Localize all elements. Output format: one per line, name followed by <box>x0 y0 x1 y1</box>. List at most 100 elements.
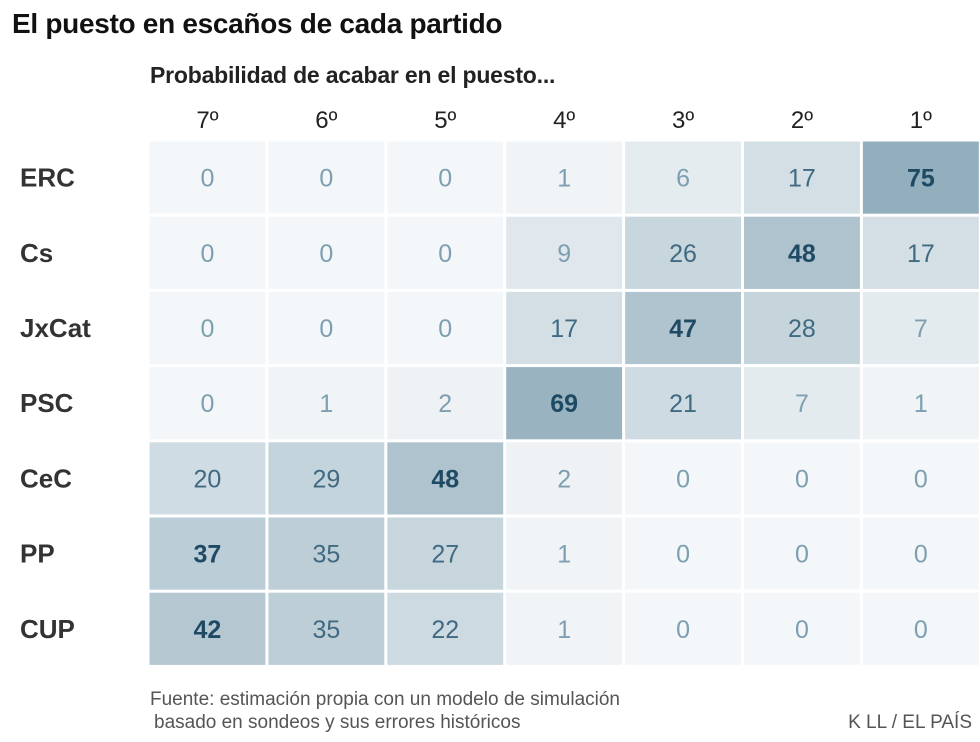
cell-value: 0 <box>200 390 214 418</box>
heatmap-cell <box>149 141 266 214</box>
column-label: 6º <box>315 107 337 134</box>
cell-value: 2 <box>557 465 571 493</box>
cell-value: 37 <box>194 541 222 569</box>
heatmap-cell <box>506 291 623 365</box>
cell-value: 69 <box>550 390 578 418</box>
heatmap-cell <box>387 216 504 289</box>
row-label: PSC <box>20 388 74 418</box>
cell-value: 0 <box>319 315 333 343</box>
source-line-2: basado en sondeos y sus errores históric… <box>154 712 521 733</box>
heatmap-cell <box>625 216 741 289</box>
chart-subtitle: Probabilidad de acabar en el puesto... <box>150 62 556 88</box>
row-label: ERC <box>20 163 75 193</box>
heatmap-cell <box>268 592 385 665</box>
heatmap-cell <box>268 442 385 515</box>
heatmap-cell <box>149 367 266 440</box>
heatmap-cell <box>506 141 623 214</box>
cell-value: 1 <box>557 541 571 569</box>
row-label: CUP <box>20 614 75 644</box>
heatmap-cell <box>862 367 979 440</box>
chart-title: El puesto en escaños de cada partido <box>12 8 503 39</box>
column-label: 3º <box>672 107 694 134</box>
cell-value: 0 <box>438 315 452 343</box>
heatmap-cell <box>625 141 741 214</box>
cell-value: 1 <box>319 390 333 418</box>
heatmap-cell <box>268 291 385 365</box>
cell-value: 0 <box>795 541 809 569</box>
heatmap-cell <box>387 141 504 214</box>
heatmap-cell <box>387 517 504 590</box>
column-label: 7º <box>196 107 218 134</box>
cell-value: 0 <box>200 315 214 343</box>
cell-value: 17 <box>550 315 578 343</box>
heatmap-cell <box>744 517 860 590</box>
heatmap-cell <box>862 592 979 665</box>
cell-value: 17 <box>788 165 816 193</box>
cell-value: 0 <box>200 165 214 193</box>
cell-value: 35 <box>312 541 340 569</box>
heatmap-cell <box>268 517 385 590</box>
heatmap-cell <box>625 517 741 590</box>
heatmap-cell <box>149 216 266 289</box>
cell-value: 0 <box>676 616 690 644</box>
row-label: JxCat <box>20 313 91 343</box>
cell-value: 28 <box>788 315 816 343</box>
cell-value: 29 <box>312 465 340 493</box>
heatmap-cell <box>268 216 385 289</box>
cell-value: 26 <box>669 240 697 268</box>
heatmap-cell <box>862 216 979 289</box>
heatmap-cell <box>744 141 860 214</box>
cell-value: 1 <box>557 165 571 193</box>
cell-value: 47 <box>669 315 697 343</box>
row-label: Cs <box>20 238 53 268</box>
cell-value: 7 <box>795 390 809 418</box>
heatmap-cell <box>268 367 385 440</box>
heatmap-cell <box>744 592 860 665</box>
heatmap-cell <box>149 517 266 590</box>
cell-value: 7 <box>914 315 928 343</box>
column-label: 5º <box>434 107 456 134</box>
heatmap-cell <box>506 442 623 515</box>
heatmap-cell <box>387 442 504 515</box>
heatmap-cell <box>862 442 979 515</box>
heatmap-cell <box>625 442 741 515</box>
column-label: 1º <box>910 107 932 134</box>
heatmap-cell <box>149 291 266 365</box>
cell-value: 0 <box>914 541 928 569</box>
cell-value: 48 <box>788 240 816 268</box>
cell-value: 75 <box>907 165 935 193</box>
cell-value: 0 <box>914 465 928 493</box>
heatmap-cell <box>149 442 266 515</box>
cell-value: 27 <box>431 541 459 569</box>
cell-value: 0 <box>676 465 690 493</box>
heatmap-cell <box>149 592 266 665</box>
cell-value: 17 <box>907 240 935 268</box>
cell-value: 1 <box>914 390 928 418</box>
cell-value: 48 <box>431 465 459 493</box>
heatmap-cell <box>506 216 623 289</box>
heatmap-cell <box>862 291 979 365</box>
row-label: CeC <box>20 463 72 493</box>
heatmap-cell <box>744 291 860 365</box>
cell-value: 42 <box>194 616 222 644</box>
cell-value: 0 <box>795 616 809 644</box>
cell-value: 35 <box>312 616 340 644</box>
heatmap-cell <box>744 442 860 515</box>
heatmap-cell <box>387 291 504 365</box>
cell-value: 22 <box>431 616 459 644</box>
cell-value: 21 <box>669 390 697 418</box>
cell-value: 0 <box>319 165 333 193</box>
heatmap-cell <box>506 517 623 590</box>
heatmap-cell <box>506 367 623 440</box>
row-label: PP <box>20 539 55 569</box>
cell-value: 0 <box>676 541 690 569</box>
heatmap-cell <box>625 291 741 365</box>
heatmap-cell <box>387 592 504 665</box>
heatmap-cell <box>387 367 504 440</box>
heatmap-cell <box>506 592 623 665</box>
source-note: Fuente: estimación propia con un modelo … <box>150 688 710 734</box>
cell-value: 20 <box>194 465 222 493</box>
cell-value: 0 <box>914 616 928 644</box>
cell-value: 0 <box>438 240 452 268</box>
